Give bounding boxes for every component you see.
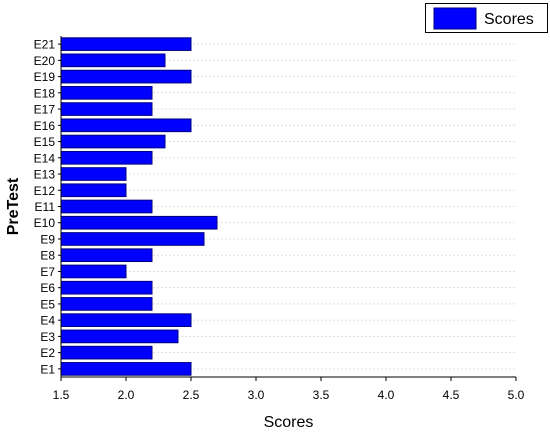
x-tick-labels: 1.5 2.0 2.5 3.0 3.5 4.0 4.5 5.0 [53, 377, 525, 402]
bar-e4 [60, 313, 192, 327]
bar-e2 [60, 345, 153, 360]
y-tick-label: E2 [40, 346, 55, 360]
x-tick-label: 4.0 [378, 388, 395, 402]
bar-e14 [60, 150, 153, 165]
bar-e9 [60, 232, 205, 246]
y-tick-label: E17 [34, 103, 56, 117]
x-tick-label: 4.5 [443, 388, 460, 402]
y-tick-label: E16 [34, 119, 56, 133]
x-axis-title: Scores [264, 414, 314, 431]
y-tick-label: E1 [40, 362, 55, 376]
y-tick-label: E12 [34, 184, 56, 198]
y-tick-label: E8 [40, 249, 55, 263]
bar-e3 [60, 329, 179, 344]
x-tick-label: 3.5 [313, 388, 330, 402]
bar-e20 [60, 53, 166, 68]
bar-e21 [60, 37, 192, 51]
bar-e16 [60, 118, 192, 133]
bar-e6 [60, 280, 153, 295]
bar-e12 [60, 183, 127, 198]
y-tick-label: E20 [34, 54, 56, 68]
bar-e11 [60, 199, 153, 214]
legend: Scores [425, 3, 548, 33]
legend-label: Scores [484, 11, 534, 28]
bar-e8 [60, 248, 153, 263]
y-tick-label: E9 [40, 232, 55, 246]
y-tick-label: E5 [40, 297, 55, 311]
y-tick-label: E14 [34, 151, 56, 165]
bar-e15 [60, 134, 166, 149]
bar-e17 [60, 102, 153, 116]
legend-swatch [433, 7, 477, 30]
y-tick-label: E7 [40, 265, 55, 279]
y-axis-title: PreTest [5, 177, 22, 235]
y-tick-label: E4 [40, 314, 55, 328]
x-tick-label: 1.5 [53, 388, 70, 402]
x-tick-label: 2.0 [118, 388, 135, 402]
y-tick-label: E13 [34, 168, 56, 182]
bar-e1 [60, 362, 192, 376]
y-tick-label: E15 [34, 135, 56, 149]
bar-e7 [60, 264, 127, 279]
x-tick-label: 3.0 [248, 388, 265, 402]
y-tick-label: E10 [34, 216, 56, 230]
y-tick-label: E3 [40, 330, 55, 344]
bar-e13 [60, 167, 127, 181]
y-tick-label: E21 [34, 38, 56, 52]
y-tick-label: E11 [35, 200, 56, 214]
bar-e19 [60, 69, 192, 84]
bar-e18 [60, 86, 153, 100]
x-tick-label: 5.0 [508, 388, 525, 402]
bar-e10 [60, 215, 218, 230]
y-tick-label: E18 [34, 86, 56, 100]
y-tick-labels: E1 E2 E3 E4 E5 E6 E7 E8 E9 E10 E11 E12 E13 E14 E15 E16 E… [34, 38, 61, 376]
x-tick-label: 2.5 [183, 388, 200, 402]
y-tick-label: E6 [40, 281, 55, 295]
y-tick-label: E19 [34, 70, 56, 84]
bar-e5 [60, 297, 153, 311]
